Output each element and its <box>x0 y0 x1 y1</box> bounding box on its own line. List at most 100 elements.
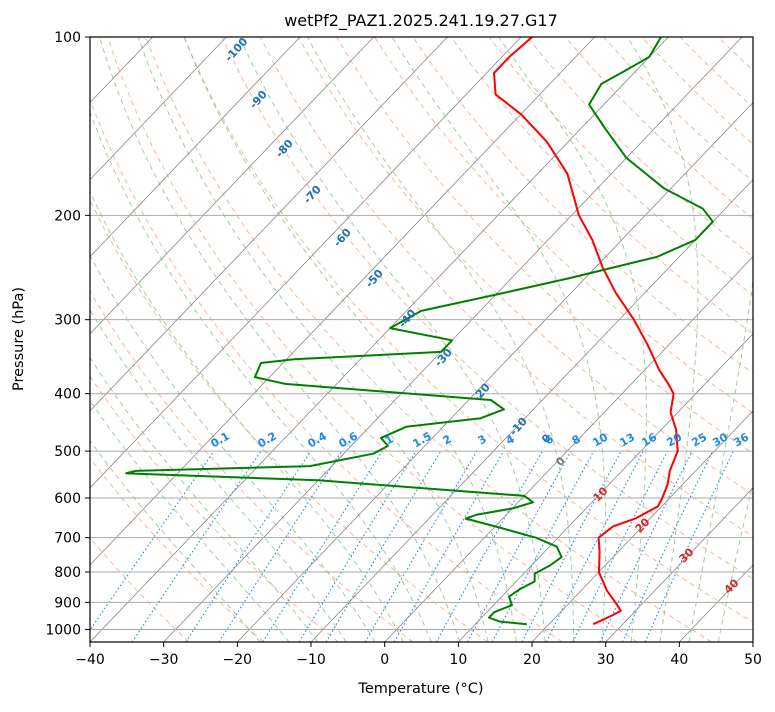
y-tick-label: 200 <box>54 208 81 224</box>
mixing-ratio-label: 13 <box>617 431 637 450</box>
dewpoint-profile <box>126 37 713 624</box>
isotherm-line <box>237 37 775 642</box>
isotherm-label: -100 <box>222 35 250 64</box>
plot-frame <box>90 37 753 642</box>
dry-adiabat <box>718 37 775 642</box>
dry-adiabat <box>680 37 775 642</box>
mixing-ratio-label: 25 <box>689 431 709 450</box>
dry-adiabat <box>146 37 712 642</box>
height-label: 10 <box>591 484 611 504</box>
moist-adiabat <box>37 37 403 642</box>
y-tick-label: 800 <box>54 565 81 581</box>
y-tick-label: 300 <box>54 313 81 329</box>
moist-adiabat <box>66 37 431 642</box>
y-tick-label: 100 <box>54 30 81 46</box>
dry-adiabat <box>337 37 775 642</box>
x-tick-label: −20 <box>223 652 253 668</box>
sounding-profiles <box>126 37 713 624</box>
chart-title: wetPf2_PAZ1.2025.241.19.27.G17 <box>284 11 558 31</box>
mixing-ratio-label: 0.6 <box>337 429 361 450</box>
moist-adiabat <box>184 37 516 642</box>
isotherm-line <box>0 37 447 642</box>
isotherm-label: -90 <box>247 88 270 112</box>
isotherm-label: -80 <box>273 137 296 161</box>
mixing-ratio-line <box>645 451 733 642</box>
isotherm-line <box>164 37 742 642</box>
mixing-ratio-line <box>573 451 668 642</box>
y-tick-label: 400 <box>54 387 81 403</box>
mixing-ratio-label: 30 <box>710 430 730 449</box>
height-label: 0 <box>553 454 568 469</box>
y-axis-ticks: 100 200 300 400 500 600 700 800 900 1000 <box>45 30 90 638</box>
moist-adiabat <box>0 37 346 642</box>
isotherm-label: -50 <box>363 267 386 291</box>
x-tick-label: 50 <box>744 652 762 668</box>
y-tick-label: 700 <box>54 531 81 547</box>
isotherm-line <box>16 37 594 642</box>
x-tick-label: 20 <box>523 652 541 668</box>
mixing-ratio-label: 0.4 <box>306 429 330 450</box>
isotherm-label: -30 <box>432 346 455 370</box>
background-lines <box>0 37 775 642</box>
isotherm-line <box>90 37 668 642</box>
y-tick-label: 1000 <box>45 622 81 638</box>
x-tick-label: −40 <box>75 652 105 668</box>
moist-adiabat <box>499 37 647 642</box>
mixing-ratio-label: 0.2 <box>256 429 279 450</box>
y-tick-label: 600 <box>54 491 81 507</box>
dry-adiabat <box>565 37 775 642</box>
mixing-ratio-line <box>365 451 477 642</box>
isotherm-line <box>0 37 5 642</box>
x-tick-label: 30 <box>597 652 615 668</box>
dry-adiabat <box>31 37 487 642</box>
isotherm-line <box>532 37 775 642</box>
height-label: 30 <box>677 545 697 565</box>
x-tick-label: −10 <box>296 652 326 668</box>
dry-adiabat <box>451 37 775 642</box>
moist-adiabat <box>240 37 545 642</box>
x-tick-label: 0 <box>380 652 389 668</box>
x-tick-label: −30 <box>149 652 179 668</box>
mixing-ratio-line <box>132 451 261 642</box>
dry-adiabat <box>642 37 775 642</box>
moist-adiabat <box>138 37 488 642</box>
dry-adiabat <box>298 37 775 642</box>
dry-adiabat <box>0 37 264 642</box>
dry-adiabat <box>260 37 775 642</box>
moist-adiabat <box>0 37 289 642</box>
mixing-ratio-line <box>522 451 621 642</box>
isotherm-line <box>0 37 374 642</box>
mixing-ratio-label: 36 <box>731 430 751 449</box>
mixing-ratio-label: 3 <box>476 432 489 447</box>
mixing-ratio-line <box>546 451 643 642</box>
dry-adiabat <box>413 37 775 642</box>
mixing-ratio-label: 16 <box>639 430 659 449</box>
mixing-ratio-label: 20 <box>664 430 684 449</box>
moist-adiabat <box>718 37 775 642</box>
mixing-ratio-label: 10 <box>590 430 610 449</box>
isotherm-label: -60 <box>331 226 354 250</box>
mixing-ratio-label: 1 <box>383 432 396 447</box>
mixing-ratio-label: 2 <box>441 432 454 447</box>
y-tick-label: 900 <box>54 595 81 611</box>
isotherm-line <box>0 37 300 642</box>
isotherm-line <box>753 37 775 642</box>
isotherm-label: -40 <box>396 307 419 331</box>
dry-adiabat <box>0 37 189 642</box>
y-axis-label: Pressure (hPa) <box>11 287 27 391</box>
mixing-ratio-label: 1.5 <box>411 429 434 450</box>
isobar-grid <box>90 37 753 629</box>
dry-adiabat <box>0 37 413 642</box>
moist-adiabat <box>0 37 260 642</box>
dry-adiabat <box>489 37 775 642</box>
x-tick-label: 10 <box>449 652 467 668</box>
y-tick-label: 500 <box>54 444 81 460</box>
mixing-ratio-line <box>436 451 542 642</box>
x-axis-label: Temperature (°C) <box>357 681 483 697</box>
mixing-ratio-label: 8 <box>570 432 583 447</box>
isotherm-line <box>679 37 775 642</box>
